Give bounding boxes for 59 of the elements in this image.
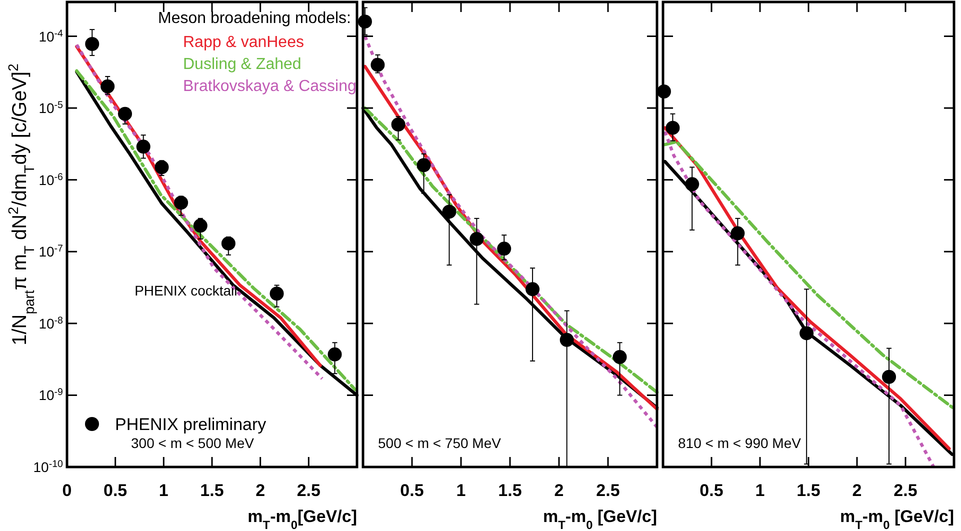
x-tick-label: 2.5 — [596, 481, 620, 500]
y-tick-label: 10$^{-5}$ — [38, 100, 64, 116]
point — [666, 120, 680, 135]
x-tick-label: 1.5 — [796, 481, 820, 500]
legend-label: PHENIX preliminary — [115, 415, 267, 434]
y-tick-label: 10$^{-7}$ — [38, 243, 63, 260]
y-tick-label: 10$^{-9}$ — [38, 386, 63, 404]
point — [154, 160, 169, 174]
y-tick-label: 10$^{-8}$ — [38, 314, 64, 332]
x-axis-title: m$_{T}$-m$_{0}$ [GeV/c] — [542, 507, 657, 531]
x-tick-label: 2.5 — [296, 481, 320, 500]
point — [136, 140, 150, 154]
point — [391, 117, 406, 132]
x-tick-label: 2 — [256, 481, 266, 500]
point — [442, 204, 456, 219]
y-tick-label: 10$^{-4}$ — [38, 28, 64, 44]
x-tick-label: 2 — [852, 481, 862, 500]
text: Rapp & vanHees — [183, 34, 304, 51]
point — [328, 347, 342, 362]
annotation: 300 < m < 500 MeV — [131, 435, 255, 451]
x-tick-label: 0.5 — [700, 481, 724, 500]
point — [882, 370, 896, 384]
x-tick-label: 1.5 — [200, 481, 224, 500]
x-tick-label: 1 — [158, 481, 168, 500]
annotation: 810 < m < 990 MeV — [678, 435, 802, 451]
x-tick-label: 2.5 — [894, 481, 918, 500]
point — [270, 286, 284, 301]
point — [100, 79, 115, 94]
text: Dusling & Zahed — [183, 56, 302, 73]
legend-title: Meson broadening models: — [158, 10, 351, 27]
x-axis-title: m$_{T}$-m$_{0}$[GeV/c] — [248, 507, 357, 531]
text: Bratkovskaya & Cassing — [183, 78, 356, 95]
point — [118, 106, 132, 121]
x-tick-label: 1.5 — [498, 481, 522, 500]
x-axis-title: m$_{T}$-m$_{0}$ [GeV/c] — [840, 507, 954, 531]
x-tick-label: 0.5 — [104, 481, 128, 500]
point — [497, 242, 512, 256]
point — [800, 326, 814, 340]
point — [370, 58, 385, 72]
point — [193, 218, 208, 233]
x-tick-label: 1 — [755, 481, 765, 500]
point — [470, 232, 484, 246]
point — [730, 226, 745, 240]
point — [526, 282, 540, 296]
point — [174, 196, 188, 210]
point — [560, 332, 574, 347]
x-tick-label: 2 — [554, 481, 564, 500]
point — [416, 158, 431, 172]
x-tick-label: 0.5 — [400, 481, 424, 500]
x-tick-label: 1 — [456, 481, 466, 500]
x-tick-label: 0 — [62, 481, 72, 500]
point — [221, 236, 236, 250]
annotation: 500 < m < 750 MeV — [378, 435, 502, 451]
y-tick-label: 10$^{-6}$ — [38, 171, 64, 188]
y-tick-label: 10$^{-10}$ — [33, 458, 64, 475]
point — [612, 350, 627, 364]
series-label: PHENIX cocktail — [134, 282, 238, 298]
point — [685, 177, 700, 192]
point — [85, 37, 100, 51]
